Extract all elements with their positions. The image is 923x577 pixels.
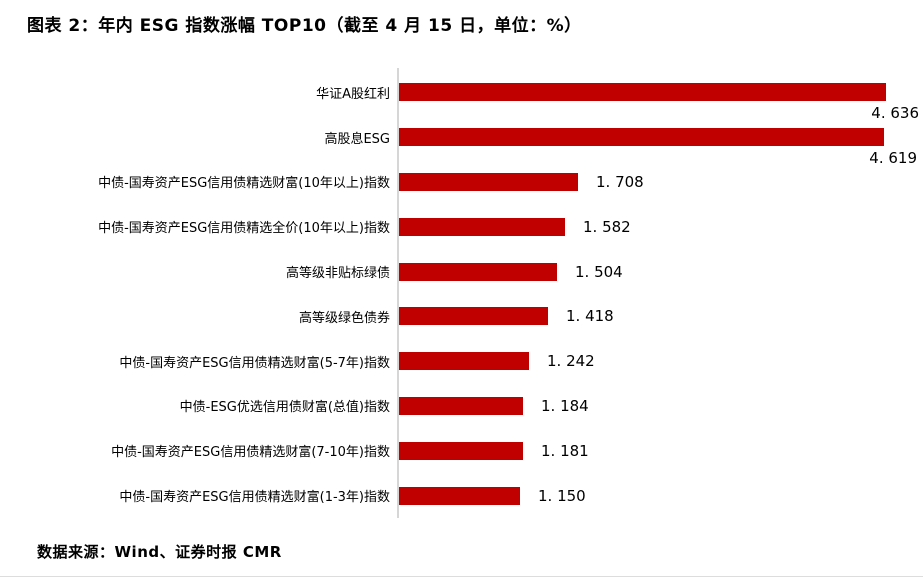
bar-track: 1. 582 [390, 217, 923, 236]
value-label: 1. 504 [575, 262, 623, 281]
category-label: 高等级非贴标绿债 [285, 266, 390, 282]
bar-row: 高等级绿色债券 1. 418 [0, 294, 923, 339]
category-label: 高等级绿色债券 [298, 310, 390, 326]
bar-row: 中债-国寿资产ESG信用债精选全价(10年以上)指数 1. 582 [0, 204, 923, 249]
category-label: 中债-ESG优选信用债财富(总值)指数 [179, 400, 390, 416]
chart-title: 图表 2：年内 ESG 指数涨幅 TOP10（截至 4 月 15 日，单位：%） [27, 16, 582, 36]
category-label: 中债-国寿资产ESG信用债精选财富(5-7年)指数 [119, 355, 390, 371]
bar: 4. 636 [399, 83, 919, 122]
bar: 1. 418 [399, 307, 614, 326]
category-label: 中债-国寿资产ESG信用债精选财富(7-10年)指数 [111, 445, 390, 461]
bar-track: 1. 150 [390, 486, 923, 505]
value-label: 1. 582 [583, 217, 631, 236]
bar-row: 中债-国寿资产ESG信用债精选财富(10年以上)指数 1. 708 [0, 160, 923, 205]
bar: 1. 150 [399, 486, 586, 505]
value-label: 1. 418 [566, 307, 614, 326]
y-axis-line [397, 68, 399, 518]
category-label: 高股息ESG [324, 131, 390, 147]
bar-rows-container: 华证A股红利 4. 636 高股息ESG 4. 619 中债-国寿资产ESG信用债精选财… [0, 70, 923, 518]
bar-row: 中债-ESG优选信用债财富(总值)指数 1. 184 [0, 384, 923, 429]
bar: 1. 184 [399, 396, 589, 415]
category-label: 中债-国寿资产ESG信用债精选财富(10年以上)指数 [98, 176, 390, 192]
value-label: 4. 636 [871, 104, 919, 123]
bar-track: 4. 636 [390, 83, 923, 122]
bar-row: 华证A股红利 4. 636 [0, 70, 923, 122]
value-label: 1. 150 [538, 486, 586, 505]
bar-track: 4. 619 [390, 128, 923, 167]
bar-track: 1. 181 [390, 441, 923, 460]
category-label: 华证A股红利 [316, 86, 390, 102]
value-label: 1. 242 [547, 352, 595, 371]
value-label: 1. 184 [541, 396, 589, 415]
bar-row: 高股息ESG 4. 619 [0, 115, 923, 167]
value-label: 1. 708 [596, 172, 644, 191]
bar-row: 中债-国寿资产ESG信用债精选财富(1-3年)指数 1. 150 [0, 473, 923, 518]
bar: 1. 242 [399, 352, 595, 371]
bar: 4. 619 [399, 128, 917, 167]
bar-row: 高等级非贴标绿债 1. 504 [0, 249, 923, 294]
bar-row: 中债-国寿资产ESG信用债精选财富(5-7年)指数 1. 242 [0, 339, 923, 384]
value-label: 4. 619 [869, 149, 917, 168]
bar-track: 1. 184 [390, 396, 923, 415]
bar: 1. 504 [399, 262, 623, 281]
bar-track: 1. 418 [390, 307, 923, 326]
bar-track: 1. 708 [390, 172, 923, 191]
bar-row: 中债-国寿资产ESG信用债精选财富(7-10年)指数 1. 181 [0, 428, 923, 473]
bar: 1. 181 [399, 441, 589, 460]
value-label: 1. 181 [541, 441, 589, 460]
category-label: 中债-国寿资产ESG信用债精选全价(10年以上)指数 [98, 221, 390, 237]
data-source-note: 数据来源：Wind、证券时报 CMR [37, 543, 282, 561]
bar-track: 1. 242 [390, 352, 923, 371]
bar: 1. 708 [399, 172, 644, 191]
bar: 1. 582 [399, 217, 631, 236]
bar-track: 1. 504 [390, 262, 923, 281]
category-label: 中债-国寿资产ESG信用债精选财富(1-3年)指数 [119, 490, 390, 506]
